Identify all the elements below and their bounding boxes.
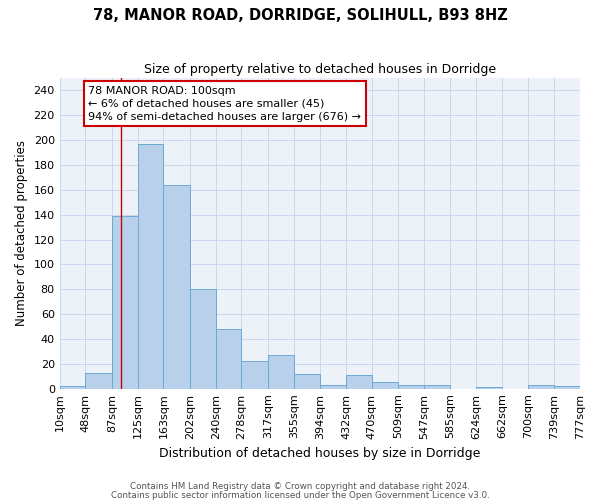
Bar xyxy=(528,385,554,388)
Title: Size of property relative to detached houses in Dorridge: Size of property relative to detached ho… xyxy=(144,62,496,76)
Bar xyxy=(398,385,424,388)
Bar xyxy=(372,382,398,388)
Bar xyxy=(137,144,163,388)
Bar xyxy=(346,375,372,388)
Bar xyxy=(241,362,268,388)
Text: Contains public sector information licensed under the Open Government Licence v3: Contains public sector information licen… xyxy=(110,490,490,500)
Text: 78, MANOR ROAD, DORRIDGE, SOLIHULL, B93 8HZ: 78, MANOR ROAD, DORRIDGE, SOLIHULL, B93 … xyxy=(92,8,508,22)
Bar xyxy=(163,185,190,388)
Bar xyxy=(268,355,294,388)
Text: 78 MANOR ROAD: 100sqm
← 6% of detached houses are smaller (45)
94% of semi-detac: 78 MANOR ROAD: 100sqm ← 6% of detached h… xyxy=(88,86,361,122)
Text: Contains HM Land Registry data © Crown copyright and database right 2024.: Contains HM Land Registry data © Crown c… xyxy=(130,482,470,491)
Bar xyxy=(190,290,215,388)
X-axis label: Distribution of detached houses by size in Dorridge: Distribution of detached houses by size … xyxy=(159,447,481,460)
Bar xyxy=(294,374,320,388)
Bar xyxy=(320,385,346,388)
Bar xyxy=(59,386,85,388)
Bar xyxy=(112,216,137,388)
Bar xyxy=(85,372,112,388)
Bar xyxy=(424,385,450,388)
Y-axis label: Number of detached properties: Number of detached properties xyxy=(15,140,28,326)
Bar xyxy=(554,386,580,388)
Bar xyxy=(215,329,241,388)
